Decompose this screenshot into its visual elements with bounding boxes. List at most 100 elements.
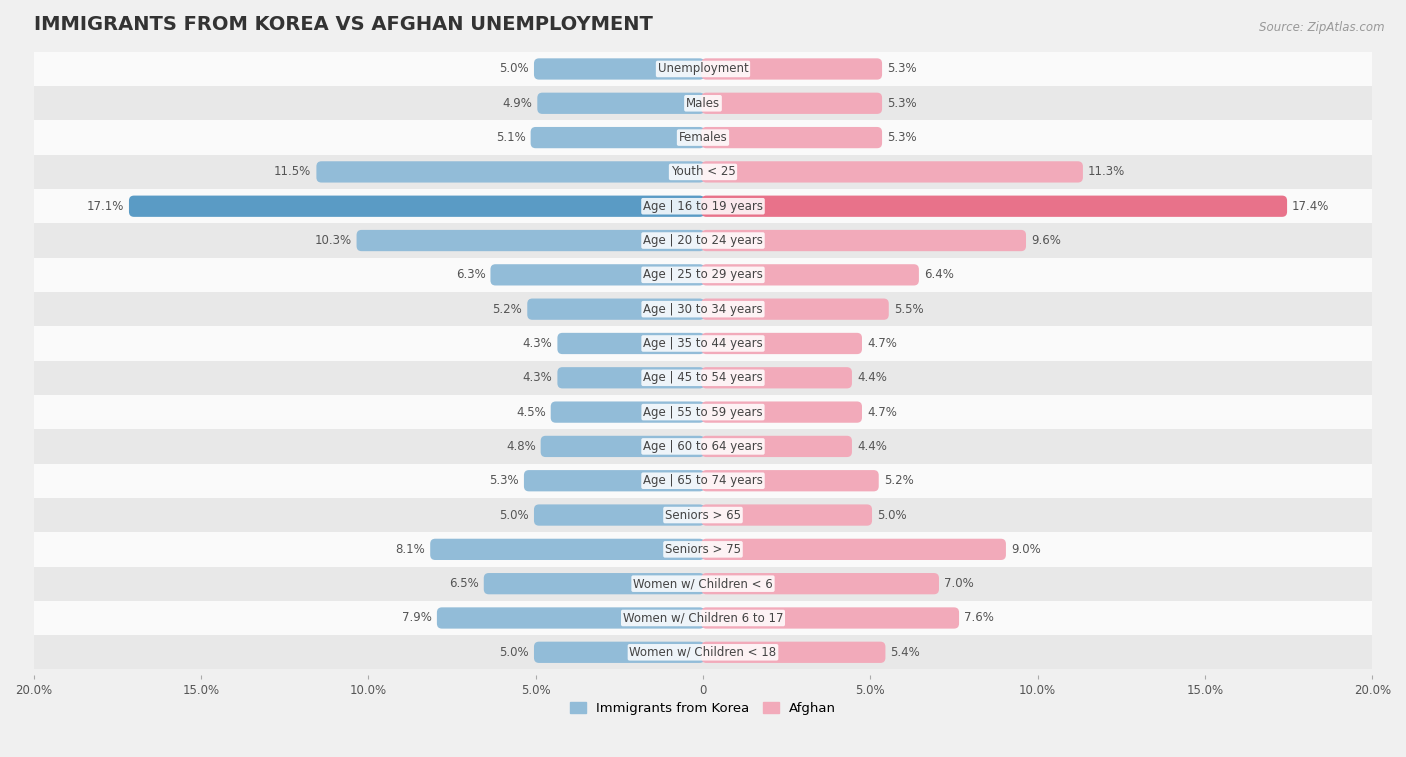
Text: Unemployment: Unemployment: [658, 63, 748, 76]
Text: 10.3%: 10.3%: [315, 234, 352, 247]
Text: Seniors > 65: Seniors > 65: [665, 509, 741, 522]
FancyBboxPatch shape: [702, 470, 879, 491]
FancyBboxPatch shape: [702, 58, 882, 79]
Text: 17.1%: 17.1%: [87, 200, 124, 213]
FancyBboxPatch shape: [702, 573, 939, 594]
Text: 4.5%: 4.5%: [516, 406, 546, 419]
Text: 5.5%: 5.5%: [894, 303, 924, 316]
Text: 5.2%: 5.2%: [884, 474, 914, 488]
Text: 7.0%: 7.0%: [943, 577, 974, 590]
Text: 4.4%: 4.4%: [858, 371, 887, 385]
Text: Age | 25 to 29 years: Age | 25 to 29 years: [643, 268, 763, 282]
FancyBboxPatch shape: [541, 436, 704, 457]
FancyBboxPatch shape: [34, 189, 1372, 223]
Text: Source: ZipAtlas.com: Source: ZipAtlas.com: [1260, 21, 1385, 34]
FancyBboxPatch shape: [702, 161, 1083, 182]
Text: Females: Females: [679, 131, 727, 144]
Text: 9.0%: 9.0%: [1011, 543, 1040, 556]
FancyBboxPatch shape: [702, 504, 872, 525]
Text: 5.1%: 5.1%: [496, 131, 526, 144]
FancyBboxPatch shape: [702, 298, 889, 319]
Text: 4.4%: 4.4%: [858, 440, 887, 453]
FancyBboxPatch shape: [702, 436, 852, 457]
FancyBboxPatch shape: [702, 539, 1005, 560]
FancyBboxPatch shape: [34, 120, 1372, 154]
FancyBboxPatch shape: [437, 607, 704, 628]
Text: 5.3%: 5.3%: [887, 131, 917, 144]
FancyBboxPatch shape: [557, 333, 704, 354]
FancyBboxPatch shape: [129, 195, 704, 217]
Text: 5.2%: 5.2%: [492, 303, 522, 316]
Text: 8.1%: 8.1%: [395, 543, 425, 556]
FancyBboxPatch shape: [702, 333, 862, 354]
Text: 5.0%: 5.0%: [877, 509, 907, 522]
FancyBboxPatch shape: [34, 498, 1372, 532]
FancyBboxPatch shape: [34, 154, 1372, 189]
FancyBboxPatch shape: [537, 92, 704, 114]
FancyBboxPatch shape: [34, 532, 1372, 566]
Text: Age | 65 to 74 years: Age | 65 to 74 years: [643, 474, 763, 488]
Text: 5.0%: 5.0%: [499, 646, 529, 659]
FancyBboxPatch shape: [524, 470, 704, 491]
FancyBboxPatch shape: [702, 230, 1026, 251]
FancyBboxPatch shape: [530, 127, 704, 148]
FancyBboxPatch shape: [34, 635, 1372, 669]
Text: Seniors > 75: Seniors > 75: [665, 543, 741, 556]
FancyBboxPatch shape: [702, 642, 886, 663]
Text: 4.7%: 4.7%: [868, 406, 897, 419]
Text: Age | 45 to 54 years: Age | 45 to 54 years: [643, 371, 763, 385]
FancyBboxPatch shape: [34, 429, 1372, 463]
FancyBboxPatch shape: [702, 92, 882, 114]
FancyBboxPatch shape: [551, 401, 704, 422]
FancyBboxPatch shape: [34, 223, 1372, 257]
Text: Women w/ Children 6 to 17: Women w/ Children 6 to 17: [623, 612, 783, 625]
Text: Women w/ Children < 18: Women w/ Children < 18: [630, 646, 776, 659]
Text: Age | 55 to 59 years: Age | 55 to 59 years: [643, 406, 763, 419]
Text: Age | 20 to 24 years: Age | 20 to 24 years: [643, 234, 763, 247]
Text: 5.3%: 5.3%: [489, 474, 519, 488]
FancyBboxPatch shape: [357, 230, 704, 251]
FancyBboxPatch shape: [34, 463, 1372, 498]
FancyBboxPatch shape: [34, 360, 1372, 395]
Text: 5.3%: 5.3%: [887, 97, 917, 110]
Text: 6.3%: 6.3%: [456, 268, 485, 282]
FancyBboxPatch shape: [534, 504, 704, 525]
Text: 4.3%: 4.3%: [523, 371, 553, 385]
FancyBboxPatch shape: [702, 127, 882, 148]
Text: 5.4%: 5.4%: [890, 646, 920, 659]
FancyBboxPatch shape: [702, 401, 862, 422]
FancyBboxPatch shape: [534, 642, 704, 663]
Text: 4.9%: 4.9%: [502, 97, 533, 110]
Text: 7.9%: 7.9%: [402, 612, 432, 625]
Text: 6.4%: 6.4%: [924, 268, 953, 282]
Text: 5.0%: 5.0%: [499, 509, 529, 522]
FancyBboxPatch shape: [534, 58, 704, 79]
FancyBboxPatch shape: [527, 298, 704, 319]
Text: 9.6%: 9.6%: [1031, 234, 1062, 247]
FancyBboxPatch shape: [34, 566, 1372, 601]
Text: 6.5%: 6.5%: [449, 577, 478, 590]
FancyBboxPatch shape: [34, 51, 1372, 86]
FancyBboxPatch shape: [491, 264, 704, 285]
FancyBboxPatch shape: [34, 257, 1372, 292]
Text: 5.3%: 5.3%: [887, 63, 917, 76]
Text: 17.4%: 17.4%: [1292, 200, 1330, 213]
FancyBboxPatch shape: [702, 195, 1286, 217]
FancyBboxPatch shape: [557, 367, 704, 388]
Text: 4.7%: 4.7%: [868, 337, 897, 350]
Text: Males: Males: [686, 97, 720, 110]
FancyBboxPatch shape: [34, 292, 1372, 326]
Text: Youth < 25: Youth < 25: [671, 166, 735, 179]
FancyBboxPatch shape: [702, 607, 959, 628]
Text: Women w/ Children < 6: Women w/ Children < 6: [633, 577, 773, 590]
FancyBboxPatch shape: [430, 539, 704, 560]
Text: 5.0%: 5.0%: [499, 63, 529, 76]
Text: 4.3%: 4.3%: [523, 337, 553, 350]
FancyBboxPatch shape: [702, 264, 920, 285]
Text: Age | 30 to 34 years: Age | 30 to 34 years: [643, 303, 763, 316]
Text: Age | 60 to 64 years: Age | 60 to 64 years: [643, 440, 763, 453]
FancyBboxPatch shape: [34, 395, 1372, 429]
Text: 4.8%: 4.8%: [506, 440, 536, 453]
Text: Age | 35 to 44 years: Age | 35 to 44 years: [643, 337, 763, 350]
FancyBboxPatch shape: [702, 367, 852, 388]
